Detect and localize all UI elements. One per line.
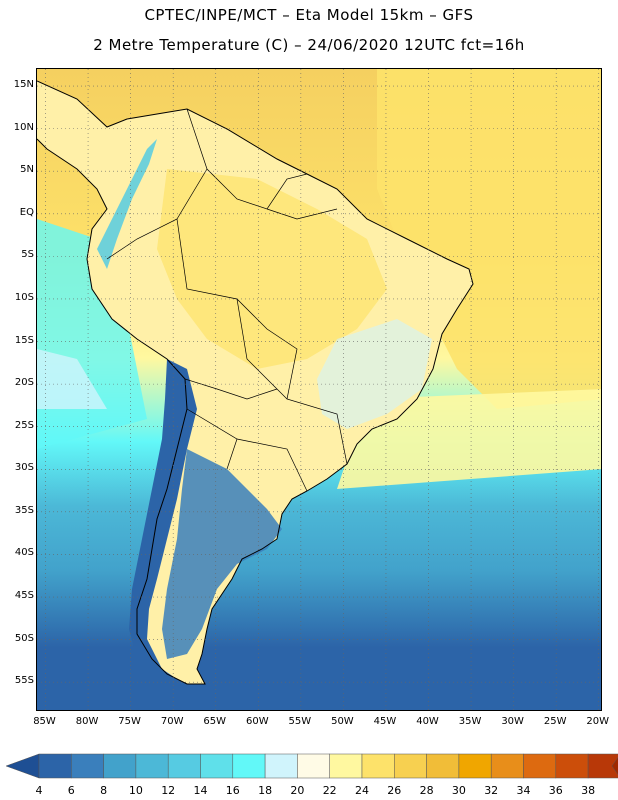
lon-tick-label: 25W xyxy=(543,716,567,727)
lat-tick-label: 20S xyxy=(14,377,34,389)
patagonia-cold-region xyxy=(162,449,282,659)
lat-tick-label: 55S xyxy=(14,675,34,687)
lon-tick-label: 20W xyxy=(586,716,610,727)
colorbar-tick-label: 12 xyxy=(161,784,176,797)
colorbar-swatch xyxy=(490,753,524,779)
colorbar-swatch xyxy=(264,753,298,779)
colorbar-tick-label: 32 xyxy=(484,784,499,797)
colorbar-swatch xyxy=(103,753,137,779)
lon-tick-label: 60W xyxy=(245,716,269,727)
colorbar-tick-label: 34 xyxy=(516,784,531,797)
colorbar-swatch xyxy=(297,753,330,779)
colorbar-tick-label: 20 xyxy=(290,784,305,797)
colorbar-tick-label: 18 xyxy=(258,784,273,797)
lon-tick-label: 65W xyxy=(203,716,227,727)
colorbar-tick-label: 26 xyxy=(387,784,402,797)
lat-tick-label: EQ xyxy=(19,206,34,218)
colorbar-swatch xyxy=(523,753,557,779)
colorbar-swatch xyxy=(555,753,589,779)
lat-tick-label: 50S xyxy=(14,632,34,644)
lon-tick-label: 35W xyxy=(458,716,482,727)
colorbar-tick-label: 14 xyxy=(193,784,208,797)
colorbar-swatch xyxy=(394,753,427,779)
colorbar-swatch xyxy=(458,753,492,779)
colorbar-tick-label: 28 xyxy=(419,784,434,797)
lon-tick-label: 55W xyxy=(288,716,312,727)
lon-tick-label: 85W xyxy=(33,716,56,727)
northern-andes-strip xyxy=(97,139,157,269)
colorbar-tick-label: 10 xyxy=(128,784,143,797)
lon-tick-label: 70W xyxy=(160,716,184,727)
colorbar-tick-label: 30 xyxy=(451,784,466,797)
colorbar-swatch xyxy=(38,753,72,779)
lat-tick-label: 5S xyxy=(21,249,34,261)
title-line-1: CPTEC/INPE/MCT – Eta Model 15km – GFS xyxy=(144,6,474,24)
lon-tick-label: 75W xyxy=(118,716,141,727)
colorbar-swatch xyxy=(135,753,169,779)
colorbar-swatch xyxy=(200,753,234,779)
lat-tick-label: 5N xyxy=(20,164,34,176)
colorbar-tick-label: 6 xyxy=(67,784,75,797)
colorbar-tick-label: 16 xyxy=(225,784,240,797)
lat-tick-label: 10S xyxy=(14,291,34,303)
lon-tick-label: 45W xyxy=(373,716,397,727)
lon-tick-label: 50W xyxy=(331,716,354,727)
country-borders xyxy=(106,108,348,492)
colorbar-swatch xyxy=(167,753,201,779)
colorbar-swatch xyxy=(71,753,104,779)
colorbar-tick-label: 24 xyxy=(355,784,369,797)
lat-tick-label: 40S xyxy=(14,547,34,559)
south-america-landmass xyxy=(37,81,473,684)
colorbar-swatch xyxy=(361,753,395,779)
pacific-pale-region xyxy=(37,349,107,409)
lat-tick-label: 10N xyxy=(13,121,34,133)
title-line-2: 2 Metre Temperature (C) – 24/06/2020 12U… xyxy=(93,36,525,54)
lat-tick-label: 15N xyxy=(13,79,34,91)
southeast-brazil-cool-region xyxy=(317,319,432,429)
colorbar-swatch xyxy=(232,753,266,779)
colorbar-tick-label: 38 xyxy=(581,784,596,797)
amazon-warm-region xyxy=(157,169,387,369)
colorbar-swatch xyxy=(426,753,460,779)
lat-tick-label: 25S xyxy=(14,419,34,431)
map-frame xyxy=(36,68,602,711)
lat-tick-label: 35S xyxy=(14,504,34,516)
lat-tick-label: 15S xyxy=(14,334,34,346)
colorbar-over-arrow xyxy=(611,756,618,776)
colorbar-under-arrow xyxy=(5,753,40,779)
colorbar xyxy=(5,753,618,779)
temperature-map xyxy=(37,69,601,710)
colorbar-tick-label: 22 xyxy=(322,784,337,797)
colorbar-tick-label: 4 xyxy=(35,784,43,797)
lat-tick-label: 45S xyxy=(14,590,34,602)
andes-cold-strip xyxy=(129,359,197,681)
lon-tick-label: 80W xyxy=(75,716,99,727)
colorbar-tick-label: 36 xyxy=(548,784,563,797)
atlantic-subtropical-region xyxy=(337,389,601,489)
colorbar-tick-label: 8 xyxy=(100,784,108,797)
lat-tick-label: 30S xyxy=(14,462,34,474)
lon-tick-label: 40W xyxy=(416,716,439,727)
lon-tick-label: 30W xyxy=(501,716,524,727)
colorbar-swatch xyxy=(329,753,363,779)
atlantic-warm-region xyxy=(377,69,601,409)
